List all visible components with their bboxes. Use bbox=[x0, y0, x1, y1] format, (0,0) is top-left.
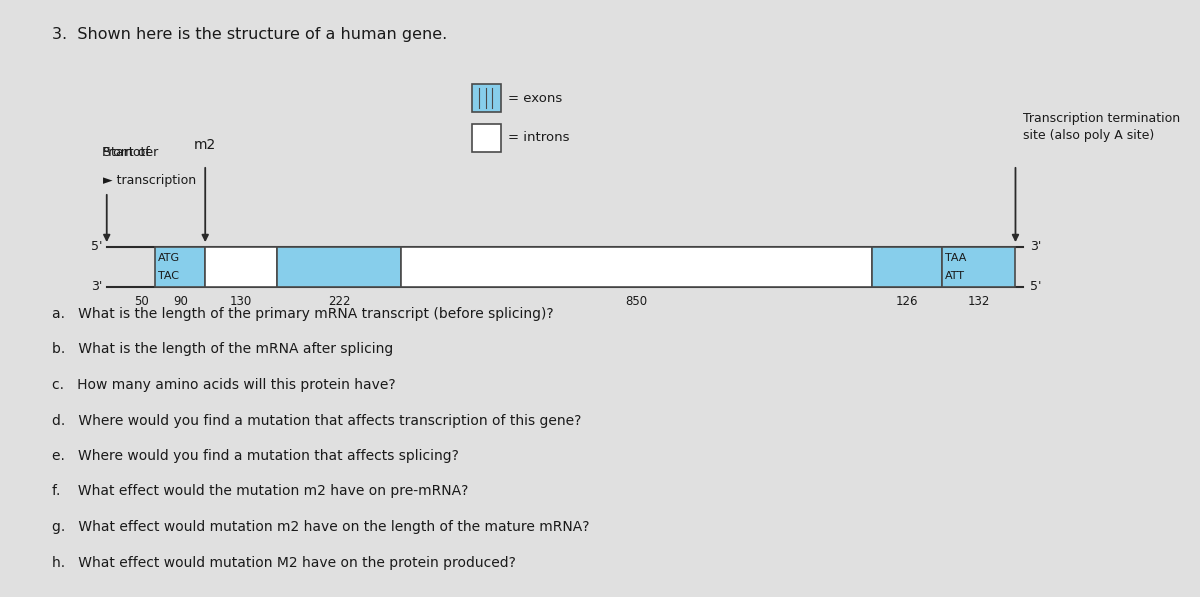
Text: g.   What effect would mutation m2 have on the length of the mature mRNA?: g. What effect would mutation m2 have on… bbox=[52, 520, 589, 534]
Text: TAA: TAA bbox=[946, 253, 966, 263]
Bar bbox=[872, 247, 942, 287]
Text: Transcription termination
site (also poly A site): Transcription termination site (also pol… bbox=[1024, 112, 1180, 142]
Text: 5': 5' bbox=[90, 241, 102, 254]
Text: ATG: ATG bbox=[158, 253, 180, 263]
Text: 90: 90 bbox=[173, 295, 187, 308]
Text: = exons: = exons bbox=[509, 91, 563, 104]
Text: 5': 5' bbox=[1030, 281, 1042, 294]
Bar bbox=[401, 247, 872, 287]
Text: 222: 222 bbox=[328, 295, 350, 308]
Text: 850: 850 bbox=[625, 295, 648, 308]
Text: 3': 3' bbox=[91, 281, 102, 294]
Text: c.   How many amino acids will this protein have?: c. How many amino acids will this protei… bbox=[52, 378, 396, 392]
Text: h.   What effect would mutation M2 have on the protein produced?: h. What effect would mutation M2 have on… bbox=[52, 555, 516, 570]
Text: 130: 130 bbox=[230, 295, 252, 308]
Text: d.   Where would you find a mutation that affects transcription of this gene?: d. Where would you find a mutation that … bbox=[52, 414, 581, 427]
Text: 3': 3' bbox=[1030, 241, 1042, 254]
Text: = introns: = introns bbox=[509, 131, 570, 144]
Text: b.   What is the length of the mRNA after splicing: b. What is the length of the mRNA after … bbox=[52, 343, 394, 356]
Bar bbox=[205, 247, 277, 287]
Text: TAC: TAC bbox=[158, 271, 179, 281]
Bar bbox=[277, 247, 401, 287]
Text: 132: 132 bbox=[967, 295, 990, 308]
Text: Start of: Start of bbox=[103, 146, 150, 159]
Text: 126: 126 bbox=[896, 295, 918, 308]
Text: e.   Where would you find a mutation that affects splicing?: e. Where would you find a mutation that … bbox=[52, 449, 458, 463]
Bar bbox=[473, 124, 500, 152]
Text: a.   What is the length of the primary mRNA transcript (before splicing)?: a. What is the length of the primary mRN… bbox=[52, 307, 553, 321]
Bar bbox=[942, 247, 1015, 287]
Bar bbox=[473, 84, 500, 112]
Text: 3.  Shown here is the structure of a human gene.: 3. Shown here is the structure of a huma… bbox=[52, 27, 448, 42]
Text: 50: 50 bbox=[134, 295, 149, 308]
Text: ATT: ATT bbox=[946, 271, 965, 281]
Bar bbox=[155, 247, 205, 287]
Text: ► transcription: ► transcription bbox=[103, 174, 197, 187]
Text: f.    What effect would the mutation m2 have on pre-mRNA?: f. What effect would the mutation m2 hav… bbox=[52, 485, 468, 498]
Text: Promoter: Promoter bbox=[102, 146, 160, 159]
Text: m2: m2 bbox=[194, 138, 216, 152]
